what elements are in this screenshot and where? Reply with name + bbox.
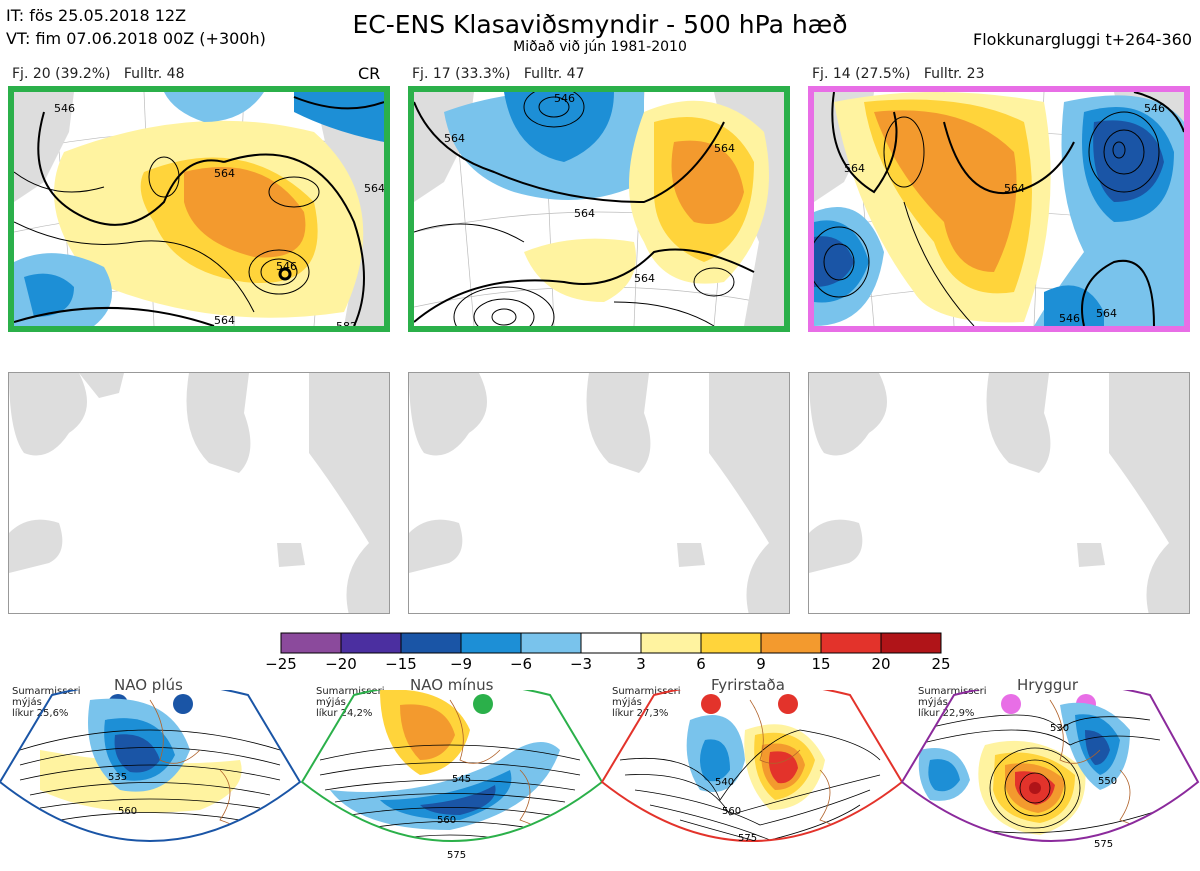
regime-2-contour-label: 545 — [452, 774, 471, 785]
regime-3-note: Sumarmisseri mýjás líkur 27,3% — [612, 686, 681, 719]
issue-times: IT: fös 25.05.2018 12Z VT: fim 07.06.201… — [6, 4, 266, 50]
regime-4-contour-label: 530 — [1050, 723, 1069, 734]
cluster-3-map: 546 564 564 546 564 — [808, 86, 1190, 332]
regime-3-contour-label: 540 — [715, 777, 734, 788]
colorbar-cell — [820, 632, 882, 654]
regime-maps: 535 560 545 560 575 — [0, 690, 1200, 861]
p1-contour-label: 546 — [276, 260, 297, 273]
colorbar-cell — [400, 632, 462, 654]
cluster-1-map: 546 564 564 546 564 582 — [8, 86, 390, 332]
base-map-1 — [8, 372, 390, 614]
regime-2-contour-label: 560 — [437, 815, 456, 826]
regime-1-map — [19, 698, 281, 841]
regime-3-map — [619, 699, 881, 841]
p3-contour-label: 546 — [1144, 102, 1165, 115]
colorbar-tick-label: −3 — [569, 655, 593, 673]
colorbar-cell — [760, 632, 822, 654]
regime-2-contour-label: 575 — [447, 850, 466, 861]
regime-3-dot — [701, 694, 721, 714]
colorbar-cell — [640, 632, 702, 654]
page-title: EC-ENS Klasaviðsmyndir - 500 hPa hæð — [352, 10, 848, 39]
regime-4-map — [914, 699, 1161, 841]
valid-time: VT: fim 07.06.2018 00Z (+300h) — [6, 29, 266, 48]
regime-4-contour-label: 550 — [1098, 776, 1117, 787]
cluster-1-share: Fj. 20 (39.2%) — [12, 66, 111, 82]
colorbar-tick-label: 9 — [756, 655, 766, 673]
regime-3-contour-label: 575 — [738, 833, 757, 844]
cluster-2-map: 546 564 564 564 564 — [408, 86, 790, 332]
initial-time: IT: fös 25.05.2018 12Z — [6, 6, 187, 25]
regime-3-contour-label: 560 — [722, 806, 741, 817]
p3-contour-label: 546 — [1059, 312, 1080, 325]
colorbar — [280, 632, 942, 654]
regime-1-contour-label: 560 — [118, 806, 137, 817]
p3-contour-label: 564 — [1096, 307, 1117, 320]
colorbar-tick-label: −25 — [265, 655, 297, 673]
regime-3-dot — [778, 694, 798, 714]
colorbar-cell — [460, 632, 522, 654]
colorbar-tick-label: −9 — [449, 655, 473, 673]
cluster-3-share: Fj. 14 (27.5%) — [812, 66, 911, 82]
regime-1-name: NAO plús — [114, 676, 183, 694]
cluster-2-label: Fj. 17 (33.3%) Fulltr. 47 — [412, 66, 585, 82]
base-map-3 — [808, 372, 1190, 614]
regime-3-name: Fyrirstaða — [711, 676, 785, 694]
regime-4-contour-label: 575 — [1094, 839, 1113, 850]
regime-2-name: NAO mínus — [410, 676, 494, 694]
cluster-1-tag: CR — [358, 64, 381, 83]
base-map-2 — [408, 372, 790, 614]
cluster-1-representative: Fulltr. 48 — [123, 66, 185, 82]
p2-contour-label: 564 — [714, 142, 735, 155]
regime-4-name: Hryggur — [1017, 676, 1079, 694]
cluster-2-share: Fj. 17 (33.3%) — [412, 66, 511, 82]
p1-contour-label: 582 — [336, 320, 357, 326]
cluster-1-label: Fj. 20 (39.2%) Fulltr. 48 — [12, 66, 185, 82]
p2-contour-label: 564 — [574, 207, 595, 220]
regime-2-note: Sumarmisseri mýjás líkur 24,2% — [316, 686, 385, 719]
colorbar-cell — [340, 632, 402, 654]
cluster-3-representative: Fulltr. 23 — [923, 66, 985, 82]
colorbar-tick-label: −15 — [385, 655, 417, 673]
regime-4-note: Sumarmisseri mýjás líkur 22,9% — [918, 686, 987, 719]
classification-window: Flokkunargluggi t+264-360 — [973, 30, 1192, 49]
regime-2-map — [319, 690, 581, 841]
p1-contour-label: 564 — [364, 182, 384, 195]
p2-contour-label: 546 — [554, 92, 575, 105]
regime-1-contour-label: 535 — [108, 772, 127, 783]
regime-4-dot — [1001, 694, 1021, 714]
colorbar-cell — [520, 632, 582, 654]
regime-2-dot — [473, 694, 493, 714]
colorbar-tick-label: 20 — [871, 655, 891, 673]
p3-contour-label: 564 — [844, 162, 865, 175]
regime-1-dot — [173, 694, 193, 714]
colorbar-tick-label: 25 — [931, 655, 951, 673]
p1-contour-label: 546 — [54, 102, 75, 115]
p2-contour-label: 564 — [634, 272, 655, 285]
cluster-2-representative: Fulltr. 47 — [523, 66, 585, 82]
colorbar-tick-label: 6 — [696, 655, 706, 673]
colorbar-tick-label: 15 — [811, 655, 831, 673]
cluster-3-label: Fj. 14 (27.5%) Fulltr. 23 — [812, 66, 985, 82]
p1-contour-label: 564 — [214, 314, 235, 326]
colorbar-cell — [580, 632, 642, 654]
p3-contour-label: 564 — [1004, 182, 1025, 195]
colorbar-tick-label: −6 — [509, 655, 533, 673]
colorbar-cell — [700, 632, 762, 654]
colorbar-cell — [280, 632, 342, 654]
colorbar-tick-label: −20 — [325, 655, 357, 673]
colorbar-cell — [880, 632, 942, 654]
p2-contour-label: 564 — [444, 132, 465, 145]
page-subtitle: Miðað við jún 1981-2010 — [513, 39, 687, 55]
p1-contour-label: 564 — [214, 167, 235, 180]
colorbar-tick-label: 3 — [636, 655, 646, 673]
